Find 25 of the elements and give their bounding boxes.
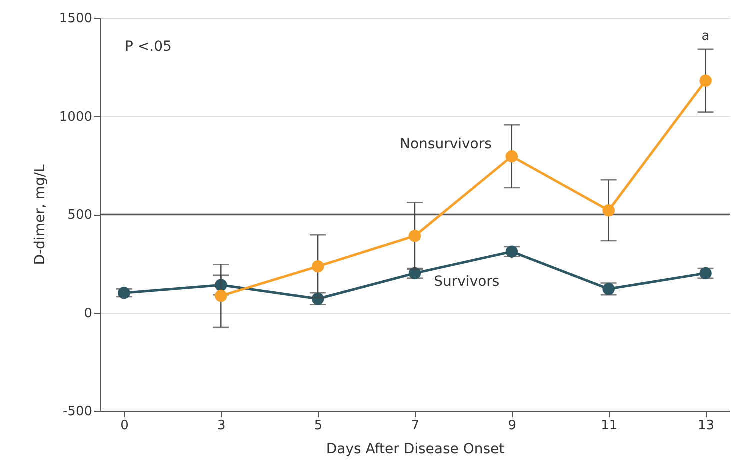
y-tick-label: 1500 <box>59 12 92 26</box>
x-tick-label: 7 <box>411 418 420 434</box>
point <box>215 290 228 302</box>
y-axis-title: D-dimer, mg/L <box>32 164 48 266</box>
x-axis-title: Days After Disease Onset <box>326 442 506 458</box>
x-tick-label: 3 <box>218 418 226 434</box>
y-tick-label: 500 <box>68 208 92 223</box>
annotation: P <.05 <box>125 39 172 55</box>
x-tick-label: 9 <box>508 418 517 434</box>
point <box>312 260 324 273</box>
point <box>506 150 518 163</box>
x-tick-label: 0 <box>120 418 129 434</box>
x-tick-label: 5 <box>314 418 323 434</box>
point <box>700 74 712 87</box>
x-tick-label: 11 <box>601 418 618 434</box>
point <box>408 230 422 242</box>
point <box>118 286 130 300</box>
series-label: Survivors <box>434 274 500 290</box>
y-tick-label: 1000 <box>59 110 92 125</box>
y-tick-label: 0 <box>84 306 92 322</box>
y-tick-label: -500 <box>62 404 92 420</box>
series-label: Nonsurvivors <box>400 136 492 153</box>
point <box>602 204 615 217</box>
x-tick-label: 13 <box>698 418 715 434</box>
annotation: a <box>702 29 710 44</box>
